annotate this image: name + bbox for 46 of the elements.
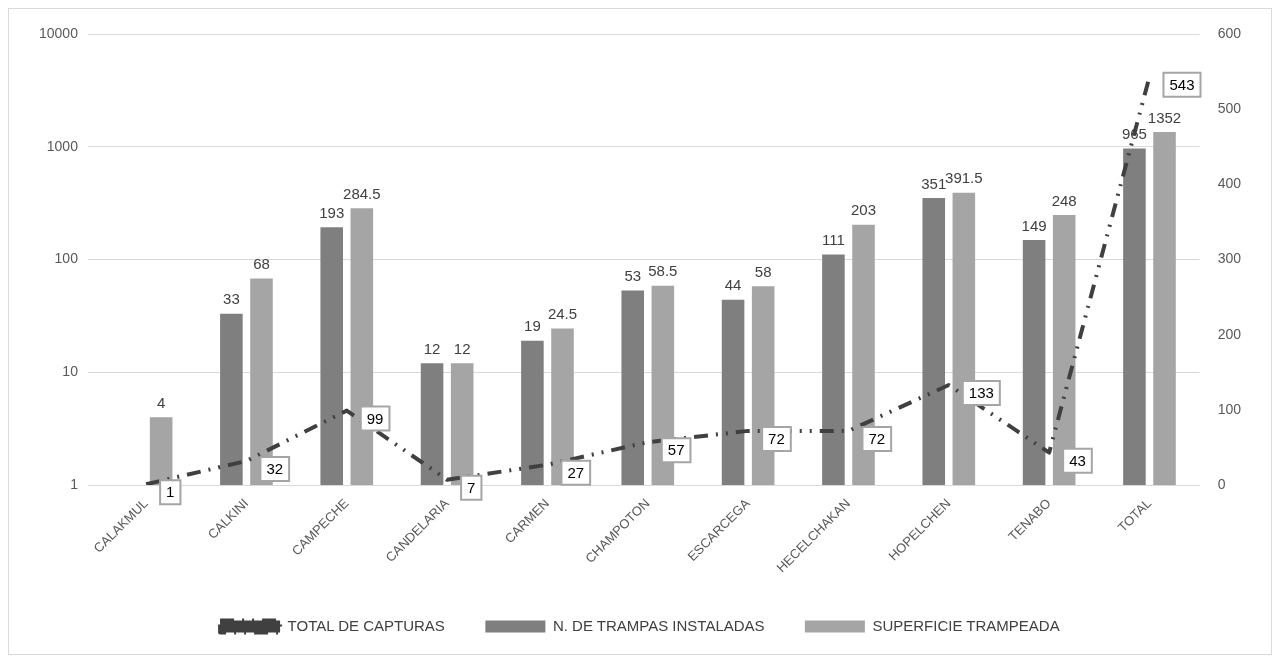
data-label: 44 (724, 276, 742, 294)
data-label: 43 (1069, 451, 1086, 469)
data-label: 58 (754, 262, 772, 280)
data-label: 111 (822, 231, 845, 249)
data-label: 391.5 (945, 169, 983, 187)
data-label: 7 (467, 478, 476, 496)
y-tick-label: 100 (54, 250, 79, 267)
data-label: 53 (624, 267, 642, 285)
data-label: 1 (166, 483, 175, 501)
data-label: 33 (223, 290, 240, 308)
y-tick-label: 1 (70, 475, 79, 492)
y2-tick-label: 600 (1217, 24, 1242, 41)
y-tick-label: 10000 (38, 24, 79, 41)
data-label: 72 (868, 430, 886, 448)
data-label: 58.5 (648, 262, 678, 280)
y2-tick-label: 100 (1217, 400, 1242, 417)
legend-label: TOTAL DE CAPTURAS (287, 616, 445, 634)
data-label: 72 (768, 430, 785, 448)
legend-label: N. DE TRAMPAS INSTALADAS (552, 616, 765, 634)
y-tick-label: 10 (62, 363, 79, 380)
data-label: 57 (667, 441, 685, 459)
y-tick-label: 1000 (46, 137, 79, 154)
data-label: 27 (567, 463, 585, 481)
data-label: 68 (253, 255, 270, 273)
data-label: 12 (453, 339, 471, 357)
data-label: 1352 (1147, 108, 1182, 126)
data-label: 203 (851, 201, 877, 219)
y2-tick-label: 500 (1217, 100, 1242, 117)
y2-tick-label: 200 (1217, 325, 1242, 342)
data-label: 19 (524, 317, 541, 335)
data-label: 248 (1051, 191, 1077, 209)
data-label: 543 (1169, 75, 1195, 93)
y2-tick-label: 0 (1217, 475, 1226, 492)
data-label: 99 (366, 409, 384, 427)
legend-label: SUPERFICIE TRAMPEADA (872, 616, 1060, 634)
data-label: 24.5 (547, 305, 578, 323)
data-label: 351 (921, 174, 947, 192)
data-label: 284.5 (343, 184, 381, 202)
data-label: 12 (423, 339, 441, 357)
data-label: 4 (156, 393, 166, 411)
data-label: 32 (266, 460, 284, 478)
data-label: 149 (1021, 216, 1047, 234)
y2-tick-label: 300 (1217, 250, 1242, 267)
data-label: 193 (319, 203, 345, 221)
y2-tick-label: 400 (1217, 175, 1242, 192)
data-label: 133 (968, 384, 994, 402)
